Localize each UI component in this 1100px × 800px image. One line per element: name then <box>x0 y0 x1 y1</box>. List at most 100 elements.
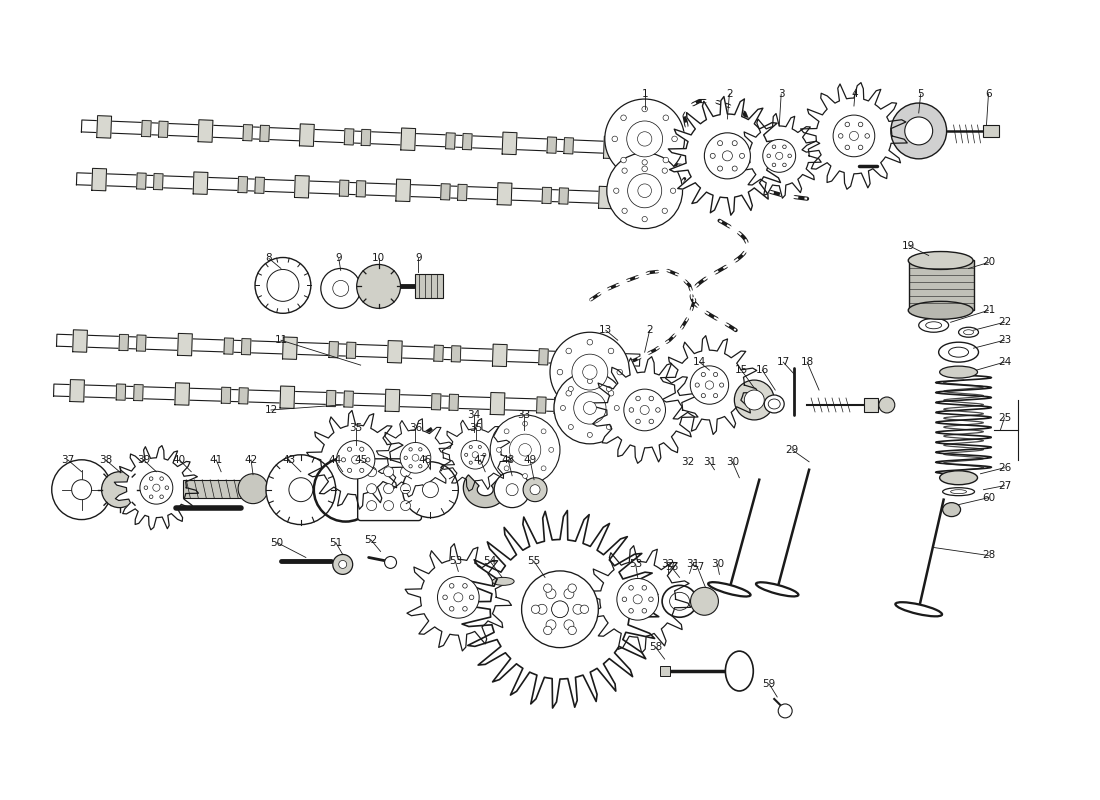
Polygon shape <box>194 172 208 194</box>
Circle shape <box>649 597 653 602</box>
Polygon shape <box>396 179 410 202</box>
Circle shape <box>348 447 352 451</box>
Polygon shape <box>463 475 507 508</box>
Circle shape <box>719 383 724 387</box>
Polygon shape <box>497 182 512 205</box>
Circle shape <box>629 609 634 613</box>
Circle shape <box>238 474 268 504</box>
Text: 39: 39 <box>136 454 150 465</box>
Circle shape <box>617 370 623 375</box>
Circle shape <box>905 117 933 145</box>
Ellipse shape <box>958 327 979 338</box>
Polygon shape <box>154 174 163 190</box>
Text: 10: 10 <box>372 254 385 263</box>
Text: 32: 32 <box>661 559 674 570</box>
Circle shape <box>404 456 407 459</box>
Ellipse shape <box>918 318 948 332</box>
Circle shape <box>691 366 728 404</box>
Polygon shape <box>592 357 698 463</box>
Circle shape <box>627 121 662 157</box>
Polygon shape <box>329 342 339 358</box>
Circle shape <box>443 595 448 599</box>
Polygon shape <box>801 82 907 190</box>
Circle shape <box>767 154 770 158</box>
Circle shape <box>614 406 619 410</box>
Bar <box>909 261 974 310</box>
Circle shape <box>624 389 666 430</box>
Circle shape <box>352 456 360 464</box>
Circle shape <box>614 188 619 194</box>
Polygon shape <box>339 180 349 196</box>
Circle shape <box>745 390 764 410</box>
Circle shape <box>165 486 168 490</box>
Circle shape <box>483 454 486 456</box>
Ellipse shape <box>948 347 968 357</box>
Circle shape <box>360 447 364 451</box>
Ellipse shape <box>895 602 942 616</box>
Text: 5: 5 <box>917 89 924 99</box>
Polygon shape <box>224 338 233 354</box>
Text: 47: 47 <box>474 454 487 465</box>
Circle shape <box>606 386 612 391</box>
Polygon shape <box>346 342 356 358</box>
Circle shape <box>366 484 376 494</box>
Circle shape <box>621 208 627 214</box>
Text: 38: 38 <box>99 454 112 465</box>
Polygon shape <box>136 335 146 351</box>
Circle shape <box>565 348 572 354</box>
Circle shape <box>583 365 597 379</box>
Circle shape <box>642 166 648 171</box>
Circle shape <box>366 458 370 462</box>
Ellipse shape <box>943 502 960 517</box>
Bar <box>184 480 243 498</box>
Circle shape <box>554 372 626 444</box>
Polygon shape <box>239 388 249 404</box>
Polygon shape <box>295 175 309 198</box>
Polygon shape <box>344 391 353 407</box>
Circle shape <box>470 595 474 599</box>
Ellipse shape <box>939 470 978 485</box>
Circle shape <box>612 136 617 142</box>
Text: 59: 59 <box>762 679 776 689</box>
Polygon shape <box>387 341 403 363</box>
Circle shape <box>551 601 569 618</box>
Circle shape <box>891 103 947 159</box>
Circle shape <box>733 166 737 171</box>
Ellipse shape <box>950 490 967 494</box>
Polygon shape <box>260 126 270 142</box>
Polygon shape <box>238 177 248 193</box>
Polygon shape <box>69 379 85 402</box>
Circle shape <box>587 378 593 383</box>
Circle shape <box>739 154 745 158</box>
Ellipse shape <box>938 342 979 362</box>
Circle shape <box>289 478 312 502</box>
Circle shape <box>463 606 467 611</box>
Circle shape <box>450 583 454 588</box>
Circle shape <box>587 339 593 345</box>
Circle shape <box>400 484 410 494</box>
Circle shape <box>524 478 547 502</box>
Text: 44: 44 <box>328 454 341 465</box>
Circle shape <box>656 408 660 412</box>
Circle shape <box>564 620 574 630</box>
Ellipse shape <box>926 322 942 329</box>
Polygon shape <box>327 390 336 406</box>
Circle shape <box>348 468 352 473</box>
Circle shape <box>400 442 431 473</box>
Circle shape <box>321 269 361 308</box>
Circle shape <box>714 372 717 377</box>
Circle shape <box>636 396 640 401</box>
Circle shape <box>772 163 775 166</box>
Circle shape <box>833 115 875 157</box>
Ellipse shape <box>939 366 978 378</box>
Text: 54: 54 <box>484 557 497 566</box>
Bar <box>983 125 1000 137</box>
Text: 33: 33 <box>517 410 530 420</box>
Text: 35: 35 <box>470 423 483 433</box>
Polygon shape <box>255 177 264 194</box>
Circle shape <box>858 122 862 126</box>
Circle shape <box>849 131 858 141</box>
Text: 53: 53 <box>449 557 462 566</box>
Polygon shape <box>280 386 295 408</box>
Polygon shape <box>441 184 450 200</box>
